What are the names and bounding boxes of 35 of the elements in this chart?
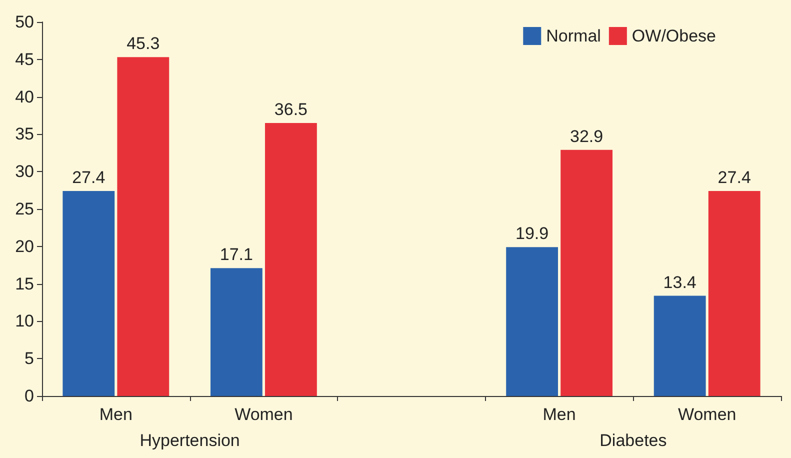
- data-label: 45.3: [126, 34, 160, 54]
- x-tick-label: Women: [234, 405, 293, 424]
- y-tick-label: 20: [15, 236, 34, 256]
- y-tick-label: 50: [15, 12, 34, 32]
- bar: [265, 122, 317, 396]
- bar: [708, 191, 760, 396]
- bar: [62, 191, 115, 396]
- text: Hypertension: [140, 431, 240, 450]
- y-tick-label: 35: [15, 124, 34, 144]
- data-label: 27.4: [72, 168, 106, 188]
- legend-label: Normal: [546, 26, 601, 46]
- y-tick-label: 0: [24, 386, 34, 406]
- bar: [506, 247, 558, 396]
- y-tick-label: 40: [15, 87, 34, 106]
- x-tick-label: Women: [678, 405, 736, 424]
- y-tick-label: 15: [15, 274, 34, 294]
- text: Diabetes: [600, 431, 667, 450]
- legend-label: OW/Obese: [632, 26, 716, 46]
- data-label: 13.4: [663, 272, 696, 292]
- data-label: 36.5: [274, 100, 308, 119]
- y-tick-label: 25: [15, 200, 34, 218]
- bar: [117, 57, 170, 396]
- data-label: 17.1: [220, 245, 253, 264]
- bar: [560, 150, 613, 396]
- x-tick-label: Men: [99, 405, 132, 424]
- data-label: 32.9: [570, 126, 604, 146]
- data-label: 27.4: [718, 168, 751, 188]
- bar: [654, 296, 706, 396]
- y-tick-label: 5: [24, 349, 34, 368]
- x-tick-label: Men: [542, 405, 576, 424]
- y-tick-label: 10: [15, 312, 34, 331]
- y-tick-label: 45: [15, 50, 34, 69]
- y-tick-label: 30: [15, 162, 34, 182]
- data-label: 19.9: [516, 224, 549, 244]
- bar: [210, 268, 262, 396]
